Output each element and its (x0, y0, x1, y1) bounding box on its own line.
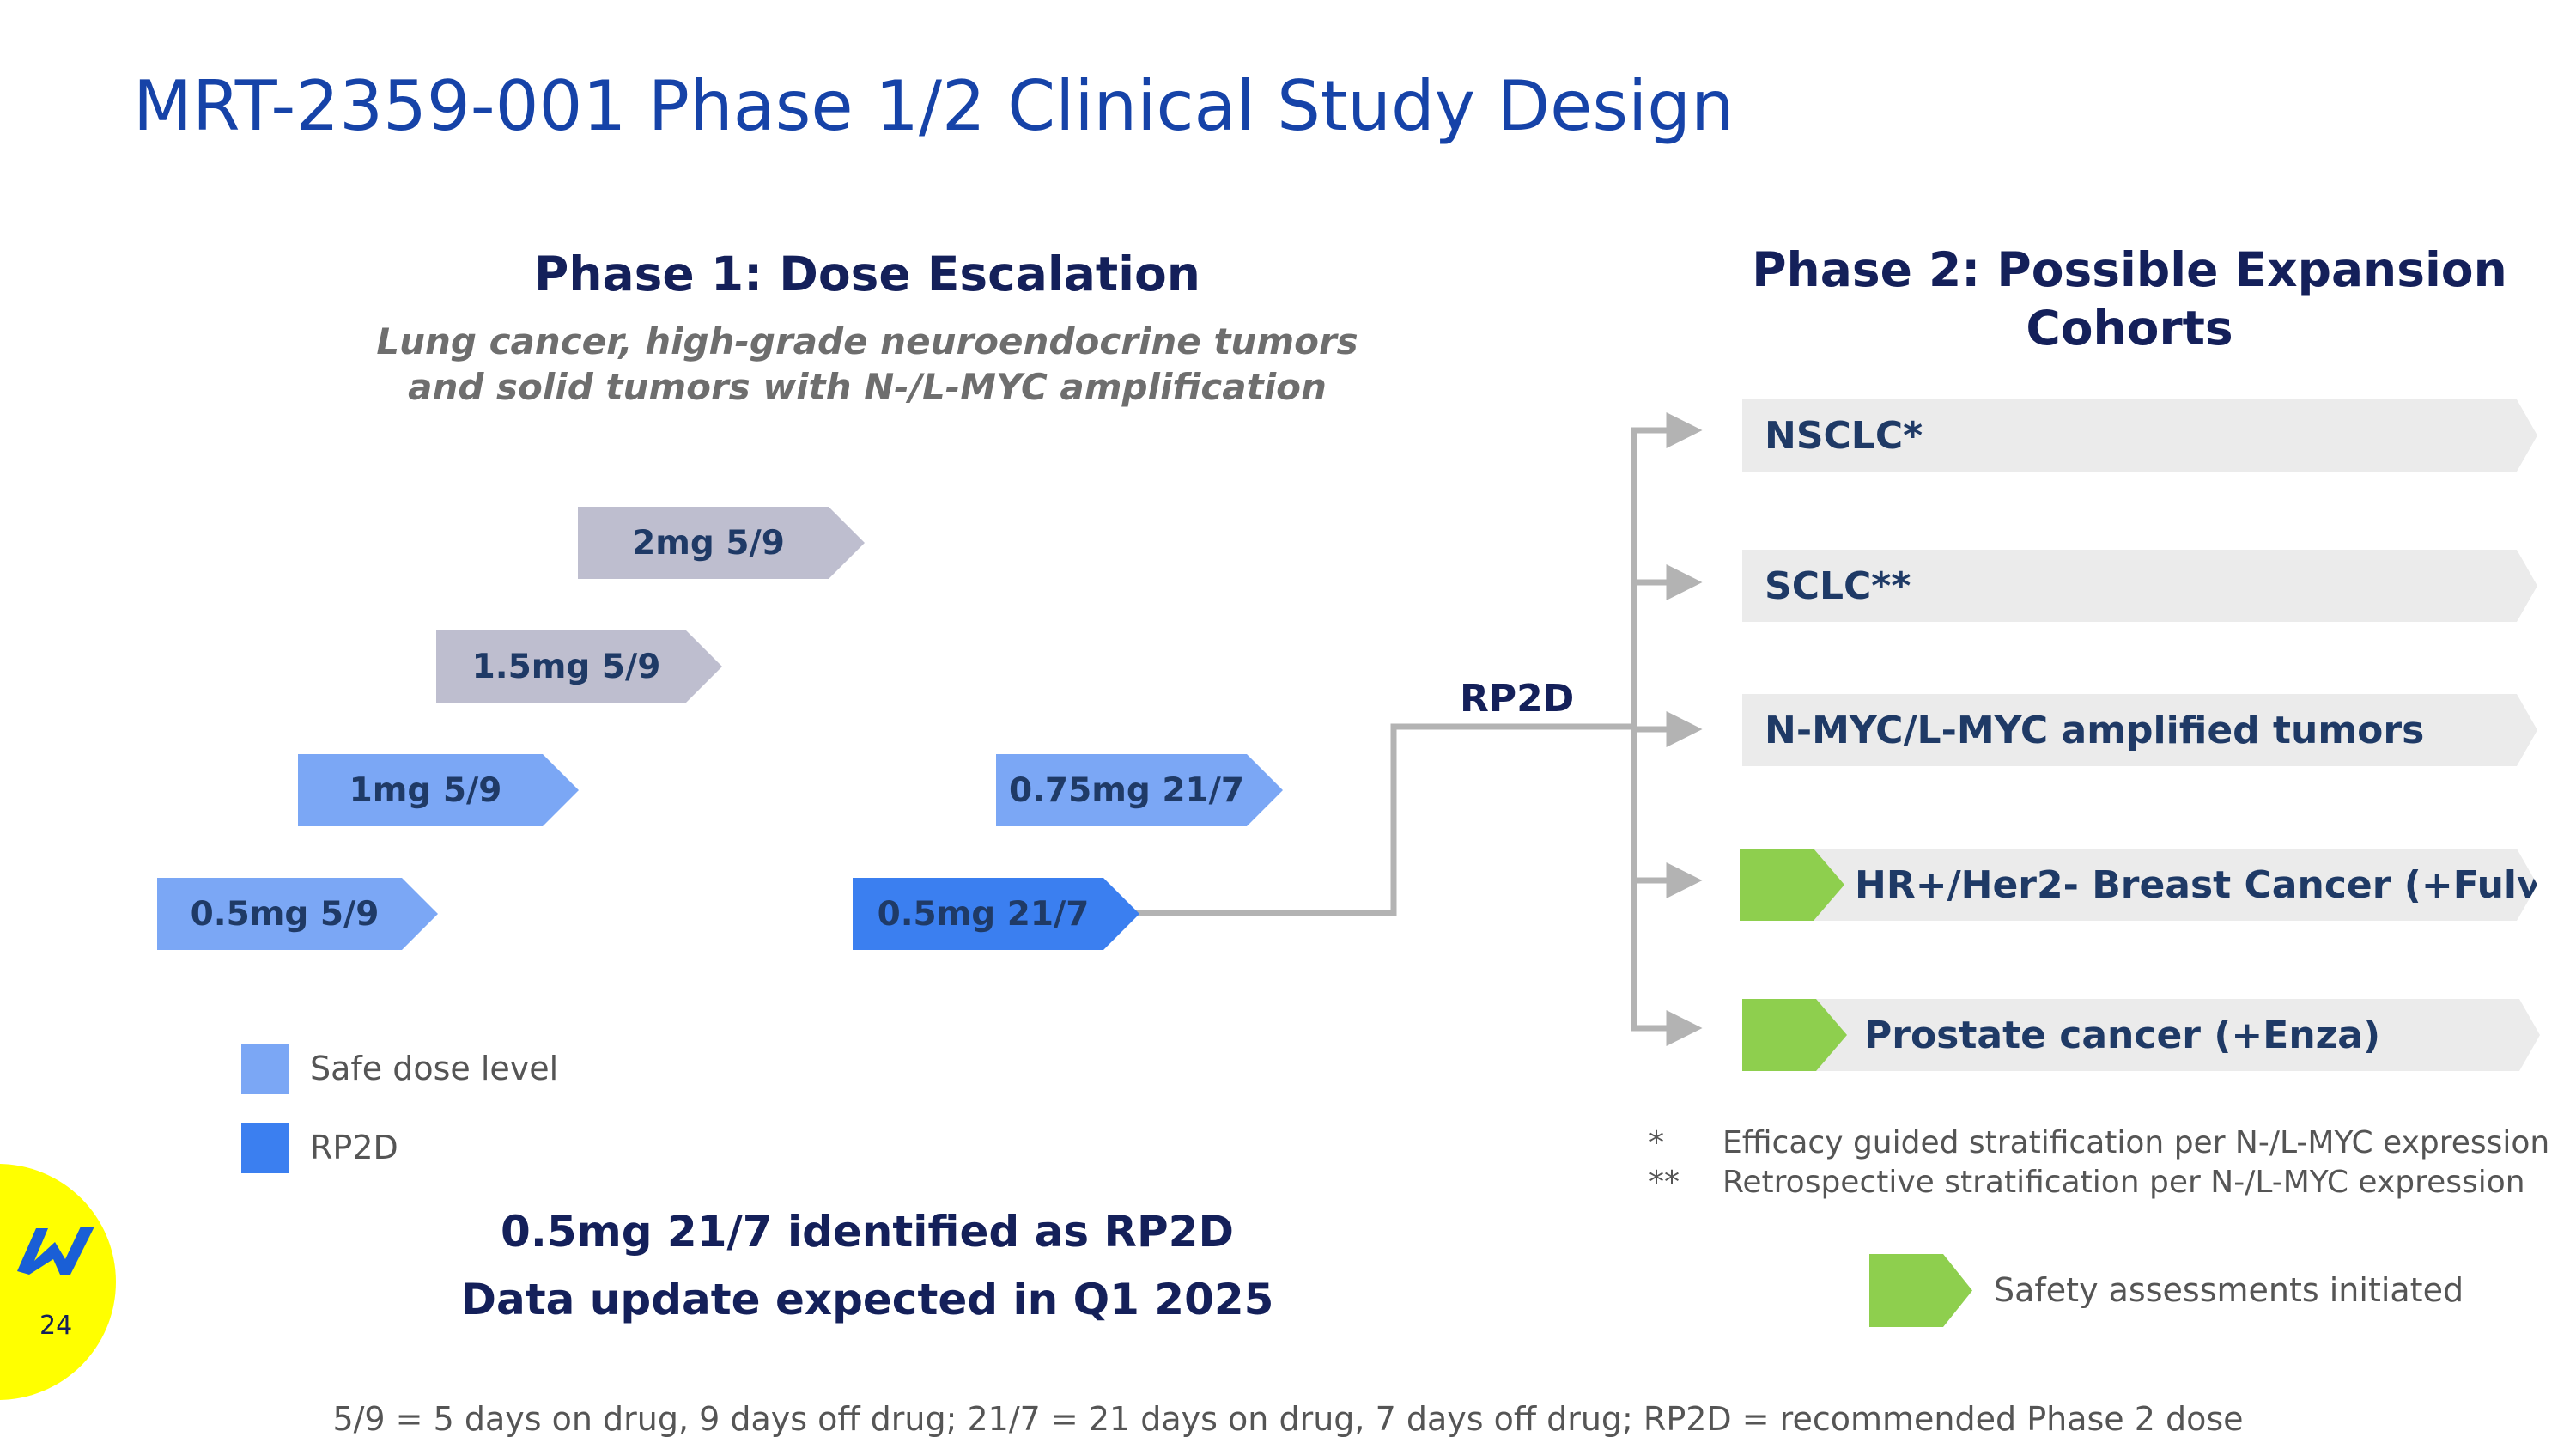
phase1-heading: Phase 1: Dose Escalation (534, 247, 1200, 301)
cohort-myc-amplified: N-MYC/L-MYC amplified tumors (1742, 694, 2537, 766)
legend-swatch-rp2d (241, 1123, 289, 1173)
legend-label-safe: Safe dose level (310, 1050, 559, 1087)
dose-label: 0.75mg 21/7 (1008, 770, 1244, 810)
legend-swatch-safe (241, 1044, 289, 1094)
safety-initiated-marker (1742, 999, 1847, 1071)
company-logo-icon (17, 1227, 94, 1275)
phase2-heading-line2: Cohorts (2026, 301, 2233, 356)
rp2d-label: RP2D (1460, 677, 1575, 721)
dose-chevron-2mg-5-9: 2mg 5/9 (578, 507, 865, 579)
cohort-prostate-cancer: Prostate cancer (+Enza) (1742, 999, 2540, 1071)
dose-chevron-1-5mg-5-9: 1.5mg 5/9 (436, 630, 722, 703)
phase1-subtitle-line1: Lung cancer, high-grade neuroendocrine t… (376, 320, 1358, 362)
safety-initiated-marker (1740, 849, 1844, 921)
dose-label: 2mg 5/9 (632, 523, 785, 563)
cohort-label: Prostate cancer (+Enza) (1864, 1013, 2381, 1057)
rp2d-connector-line (1133, 723, 1631, 916)
dose-label: 1.5mg 5/9 (471, 647, 661, 686)
cohort-label: N-MYC/L-MYC amplified tumors (1765, 708, 2425, 752)
dose-chevron-1mg-5-9: 1mg 5/9 (298, 754, 579, 826)
dose-label: 0.5mg 5/9 (190, 894, 380, 934)
phase1-subtitle-line2: and solid tumors with N-/L-MYC amplifica… (408, 366, 1327, 408)
footnote-mark-1: * (1649, 1125, 1664, 1160)
page-title: MRT-2359-001 Phase 1/2 Clinical Study De… (133, 66, 1735, 146)
cohort-sclc: SCLC** (1742, 550, 2537, 622)
page-number: 24 (39, 1311, 73, 1341)
footnote-mark-2: ** (1649, 1165, 1680, 1200)
cohort-label: NSCLC* (1765, 413, 1923, 458)
footer-abbreviations: 5/9 = 5 days on drug, 9 days off drug; 2… (332, 1400, 2244, 1438)
conclusion-line2: Data update expected in Q1 2025 (460, 1275, 1274, 1324)
phase2-heading-line1: Phase 2: Possible Expansion (1752, 242, 2507, 297)
footnote-text-1: Efficacy guided stratification per N-/L-… (1722, 1125, 2550, 1160)
conclusion-line1: 0.5mg 21/7 identified as RP2D (501, 1207, 1234, 1257)
cohort-breast-cancer: HR+/Her2- Breast Cancer (+Fulv) (1740, 849, 2537, 921)
legend-label-safety: Safety assessments initiated (1994, 1271, 2464, 1309)
cohort-nsclc: NSCLC* (1742, 399, 2537, 472)
dose-chevron-0-75mg-21-7: 0.75mg 21/7 (996, 754, 1283, 826)
dose-chevron-0-5mg-21-7: 0.5mg 21/7 (853, 878, 1139, 950)
dose-label: 0.5mg 21/7 (877, 894, 1090, 934)
footnote-text-2: Retrospective stratification per N-/L-MY… (1722, 1165, 2525, 1200)
legend-label-rp2d: RP2D (310, 1129, 398, 1166)
cohort-label: SCLC** (1765, 563, 1911, 608)
dose-chevron-0-5mg-5-9: 0.5mg 5/9 (157, 878, 438, 950)
cohort-label: HR+/Her2- Breast Cancer (+Fulv) (1855, 862, 2559, 907)
dose-label: 1mg 5/9 (349, 770, 502, 810)
